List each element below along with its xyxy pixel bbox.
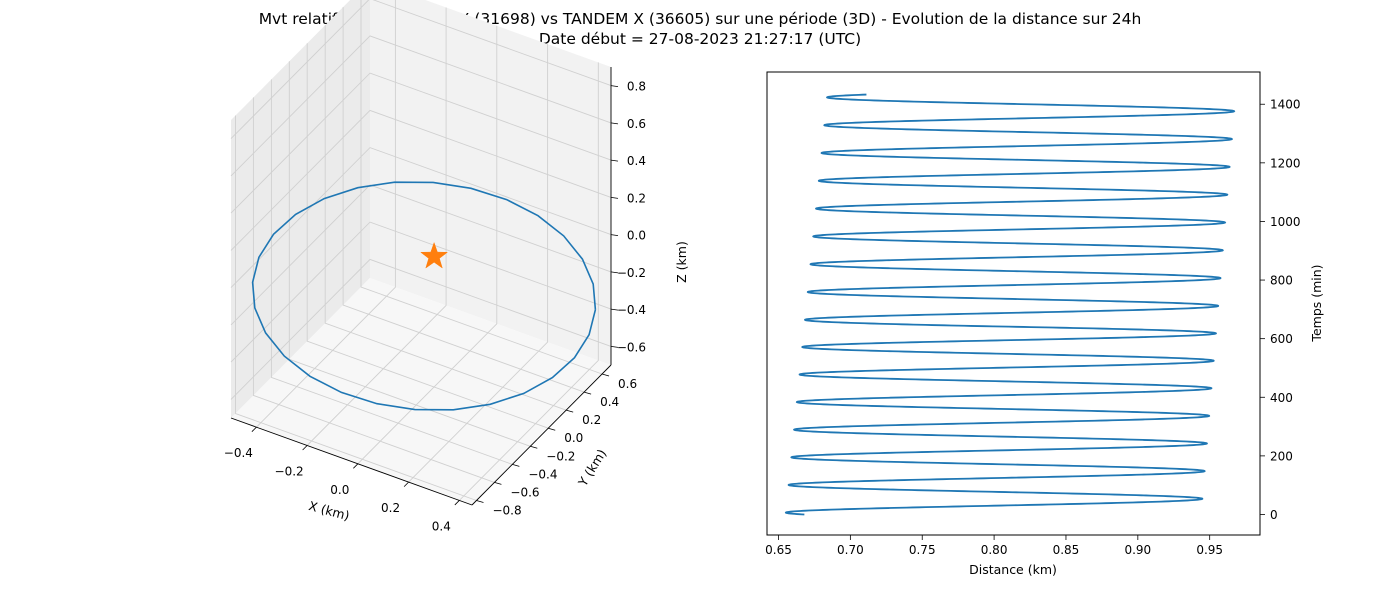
z-tick-label: 0.6	[627, 117, 646, 131]
z-tick-mark	[610, 271, 619, 274]
x-tick-label: 0.90	[1124, 543, 1151, 557]
z-tick-mark	[610, 308, 619, 311]
gridline-y	[235, 115, 477, 501]
star-marker	[420, 241, 449, 269]
gridline-z	[230, 258, 612, 400]
gridline-x	[408, 44, 549, 483]
x-tick-mark	[302, 445, 308, 451]
x-axis-line	[230, 417, 473, 506]
y-axis-line	[471, 364, 612, 506]
x-tick-label: 0.80	[981, 543, 1008, 557]
gridline-y	[252, 97, 495, 483]
z-tick-mark	[610, 196, 619, 199]
gridline-y	[306, 43, 549, 429]
x-tick-mark	[403, 481, 409, 487]
axes-gridlines	[230, 0, 612, 501]
gridline-z	[230, 109, 612, 251]
gridline-z	[230, 147, 612, 288]
x-tick-label: 0.75	[909, 543, 936, 557]
y-tick-mark	[494, 482, 502, 485]
x-tick-label: −0.2	[275, 464, 304, 478]
y-tick-mark	[530, 445, 538, 449]
x-tick-label: 0.65	[765, 543, 792, 557]
z-tick-label: 0.0	[627, 229, 646, 243]
y-ticks: 0 200 400 600 800 1000 1200 1400	[1260, 98, 1301, 522]
y-tick-label: −0.4	[528, 467, 557, 481]
y-tick-label: −0.6	[510, 485, 539, 499]
z-axis-label: Z (km)	[674, 241, 689, 283]
figure-title-line-2: Date début = 27-08-2023 21:27:17 (UTC)	[538, 30, 862, 48]
distance-series-line	[784, 93, 1236, 516]
y-tick-label: 600	[1270, 332, 1293, 346]
y-tick-label: 800	[1270, 274, 1293, 288]
z-tick-mark	[610, 234, 619, 237]
x-ticks: 0.65 0.70 0.75 0.80 0.85 0.90 0.95	[765, 535, 1223, 557]
y-tick-mark	[601, 373, 610, 377]
y-tick-label: 0	[1270, 508, 1278, 522]
axes-panes	[231, 0, 611, 505]
y-tick-label: 0.0	[564, 431, 583, 445]
y-tick-label: 1200	[1270, 156, 1301, 170]
z-tick-label: −0.6	[617, 340, 646, 354]
y-tick-mark	[548, 427, 556, 431]
gridline-z	[230, 184, 612, 326]
y-axis-label-time: Temps (min)	[1309, 264, 1324, 342]
y-tick-label: 1000	[1270, 215, 1301, 229]
orbit-series	[251, 181, 597, 411]
gridline-y	[324, 25, 567, 411]
pane-y-back	[370, 0, 611, 365]
y-tick-mark	[512, 463, 520, 467]
gridline-z	[230, 0, 612, 139]
y-tick-mark	[583, 391, 592, 395]
z-tick-label: 0.8	[627, 80, 646, 94]
chart-3d-relative-motion: −0.4 −0.2 0.0 0.2 0.4 −0.8 −0.6 −0.4 −0.2 0.0 0.2 0…	[224, 0, 689, 533]
gridline-x	[458, 62, 599, 501]
x-tick-label: 0.4	[432, 519, 451, 533]
x-tick-label: 0.70	[837, 543, 864, 557]
gridline-z	[230, 35, 612, 177]
gridline-x	[357, 25, 498, 465]
z-tick-label: −0.4	[617, 303, 646, 317]
z-tick-label: 0.2	[627, 191, 646, 205]
y-tick-label: −0.8	[492, 503, 521, 517]
pane-x-back	[231, 0, 370, 418]
y-tick-label: 400	[1270, 391, 1293, 405]
y-tick-label: 200	[1270, 449, 1293, 463]
x-tick-mark	[454, 500, 460, 506]
z-tick-label: −0.2	[617, 266, 646, 280]
x-axis-label-distance: Distance (km)	[969, 562, 1057, 577]
x-tick-label: 0.2	[381, 501, 400, 515]
y-tick-mark	[476, 500, 484, 503]
x-tick-label: 0.85	[1053, 543, 1080, 557]
axes-ticks: −0.4 −0.2 0.0 0.2 0.4 −0.8 −0.6 −0.4 −0.2 0.0 0.2 0…	[224, 67, 646, 533]
gridline-z	[230, 221, 612, 363]
gridline-y	[360, 0, 603, 375]
gridline-z	[230, 72, 612, 214]
y-tick-label: 0.2	[582, 413, 601, 427]
y-tick-label: 0.4	[600, 395, 619, 409]
orbit-line	[251, 181, 597, 411]
z-tick-mark	[610, 85, 619, 88]
x-tick-label: −0.4	[224, 446, 253, 460]
x-tick-mark	[353, 463, 359, 469]
gridline-x	[306, 7, 447, 446]
pane-floor	[231, 278, 611, 505]
y-tick-mark	[566, 409, 574, 413]
z-tick-mark	[610, 122, 619, 125]
z-tick-label: 0.4	[627, 154, 646, 168]
gridline-x	[256, 0, 396, 428]
y-tick-label: 1400	[1270, 98, 1301, 112]
z-tick-mark	[610, 159, 619, 162]
y-tick-label: 0.6	[618, 377, 637, 391]
x-tick-label: 0.0	[330, 483, 349, 497]
z-tick-mark	[610, 345, 619, 348]
y-tick-label: −0.2	[546, 449, 575, 463]
x-tick-label: 0.95	[1196, 543, 1223, 557]
x-tick-mark	[251, 426, 257, 432]
gridline-y	[270, 79, 513, 465]
plot-frame	[766, 71, 1261, 536]
gridline-y	[342, 7, 585, 393]
